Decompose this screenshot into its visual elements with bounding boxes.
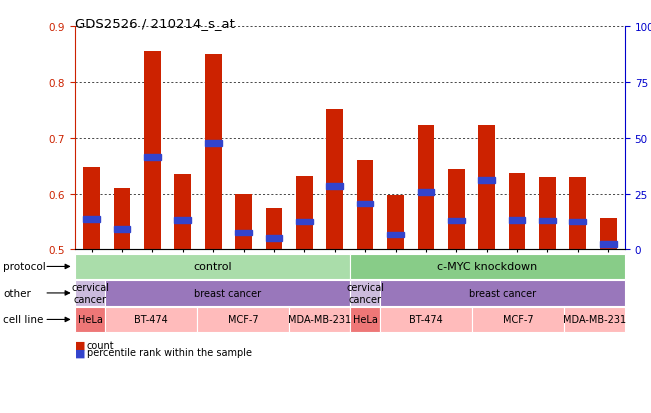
- Text: cell line: cell line: [3, 315, 44, 325]
- Text: MCF-7: MCF-7: [503, 315, 533, 325]
- Text: count: count: [87, 340, 114, 350]
- Bar: [114, 226, 130, 232]
- Bar: [205, 55, 221, 250]
- Bar: [417, 190, 434, 195]
- Bar: [600, 218, 616, 250]
- Bar: [326, 109, 343, 250]
- Text: c-MYC knockdown: c-MYC knockdown: [437, 262, 538, 272]
- Bar: [296, 176, 312, 250]
- Bar: [235, 230, 252, 236]
- Bar: [417, 126, 434, 250]
- Bar: [600, 242, 616, 247]
- Bar: [174, 175, 191, 250]
- Bar: [478, 126, 495, 250]
- Bar: [235, 194, 252, 250]
- Bar: [144, 155, 161, 161]
- Bar: [266, 208, 283, 250]
- Text: HeLa: HeLa: [353, 315, 378, 325]
- Bar: [508, 218, 525, 223]
- Text: protocol: protocol: [3, 262, 46, 272]
- Bar: [357, 161, 374, 250]
- Bar: [266, 235, 283, 241]
- Text: ■: ■: [75, 340, 85, 350]
- Bar: [570, 219, 586, 225]
- Text: HeLa: HeLa: [77, 315, 103, 325]
- Bar: [144, 52, 161, 250]
- Bar: [83, 167, 100, 250]
- Bar: [387, 195, 404, 250]
- Text: other: other: [3, 288, 31, 298]
- Bar: [83, 216, 100, 222]
- Text: MDA-MB-231: MDA-MB-231: [563, 315, 626, 325]
- Text: BT-474: BT-474: [409, 315, 443, 325]
- Bar: [448, 170, 465, 250]
- Bar: [570, 178, 586, 250]
- Bar: [508, 174, 525, 250]
- Text: BT-474: BT-474: [134, 315, 168, 325]
- Text: cervical
cancer: cervical cancer: [346, 282, 384, 304]
- Text: ■: ■: [75, 347, 85, 357]
- Text: percentile rank within the sample: percentile rank within the sample: [87, 347, 251, 357]
- Text: MDA-MB-231: MDA-MB-231: [288, 315, 351, 325]
- Bar: [174, 218, 191, 223]
- Bar: [539, 178, 556, 250]
- Text: control: control: [193, 262, 232, 272]
- Bar: [448, 218, 465, 224]
- Bar: [326, 183, 343, 189]
- Bar: [357, 202, 374, 207]
- Bar: [478, 178, 495, 183]
- Text: breast cancer: breast cancer: [194, 288, 261, 298]
- Bar: [296, 219, 312, 225]
- Bar: [539, 218, 556, 224]
- Bar: [114, 188, 130, 250]
- Bar: [387, 232, 404, 237]
- Text: MCF-7: MCF-7: [228, 315, 258, 325]
- Text: cervical
cancer: cervical cancer: [71, 282, 109, 304]
- Text: GDS2526 / 210214_s_at: GDS2526 / 210214_s_at: [75, 17, 235, 30]
- Bar: [205, 141, 221, 147]
- Text: breast cancer: breast cancer: [469, 288, 536, 298]
